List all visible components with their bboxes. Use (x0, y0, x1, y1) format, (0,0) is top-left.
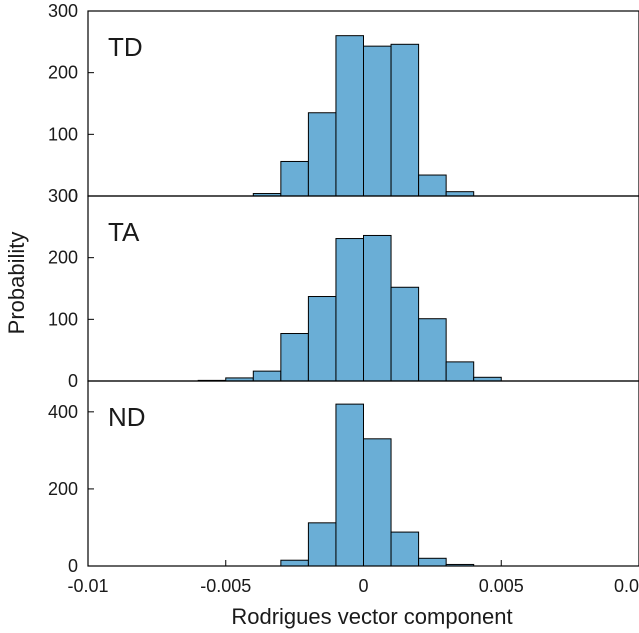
y-tick-label: 200 (48, 248, 78, 268)
bar-td-7 (445, 191, 475, 197)
panel-nd: 0 200 400 ND (48, 380, 639, 576)
y-tick-label: 200 (48, 479, 78, 499)
bar-td-2 (307, 112, 337, 197)
x-tick-label: 0.005 (479, 576, 524, 596)
y-tick-label: 100 (48, 309, 78, 329)
bar-ta-2 (252, 370, 282, 382)
bar-nd-4 (390, 531, 420, 567)
y-axis-title: Probability (4, 232, 29, 335)
bar-ta-7 (390, 286, 420, 382)
x-axis-title: Rodrigues vector component (231, 604, 512, 629)
y-tick-label: 0 (68, 371, 78, 391)
panel-td: 0 100 200 300 TD (48, 1, 639, 206)
y-tick-label: 300 (48, 1, 78, 21)
panel-label: TA (108, 217, 140, 247)
y-tick-label: 0 (68, 186, 78, 206)
bar-ta-3 (280, 333, 309, 382)
y-tick-label: 100 (48, 124, 78, 144)
bar-ta-5 (335, 238, 365, 382)
bar-td-3 (335, 35, 365, 197)
y-tick-label: 200 (48, 63, 78, 83)
bar-nd-0 (280, 559, 309, 567)
y-tick-label: 0 (68, 556, 78, 576)
x-tick-label: 0.0 (614, 576, 639, 596)
bar-ta-9 (445, 361, 475, 382)
panel-ta: 0 100 200 300 TA (48, 186, 639, 391)
bar-ta-8 (418, 318, 447, 382)
y-tick-label: 300 (48, 186, 78, 206)
x-tick-label: -0.005 (200, 576, 251, 596)
panel-label: ND (108, 402, 146, 432)
bar-td-1 (280, 160, 309, 197)
bar-td-4 (363, 45, 392, 197)
bar-ta-6 (363, 234, 392, 382)
bar-td-5 (390, 43, 420, 197)
y-tick-label: 400 (48, 402, 78, 422)
bar-nd-5 (418, 557, 447, 567)
x-tick-label: 0 (358, 576, 368, 596)
bar-nd-1 (307, 522, 337, 567)
bar-ta-4 (307, 296, 337, 382)
x-tick-label: -0.01 (67, 576, 108, 596)
bar-nd-2 (335, 403, 365, 567)
bar-nd-3 (363, 438, 392, 567)
bar-td-6 (418, 174, 447, 197)
x-axis-ticks: -0.01 -0.005 0 0.005 0.0 (67, 560, 639, 596)
panels: 0 100 200 300 TD 0 100 200 300 TA 0 200 400 ND (48, 1, 639, 576)
panel-label: TD (108, 32, 143, 62)
